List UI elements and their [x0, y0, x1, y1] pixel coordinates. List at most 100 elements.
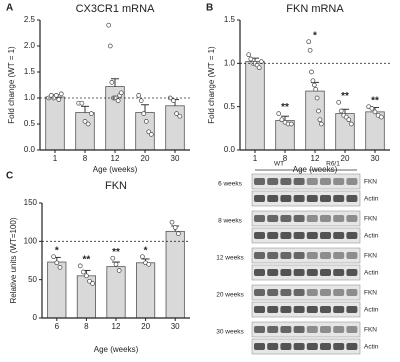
blot-band [320, 178, 331, 185]
data-point [369, 106, 375, 111]
significance: ** [341, 91, 349, 102]
data-point [53, 93, 59, 98]
bar [75, 112, 95, 151]
data-point [171, 98, 176, 103]
blot-band [280, 326, 292, 333]
data-point [148, 132, 154, 137]
data-point [288, 121, 294, 127]
blot-band [320, 306, 331, 313]
blot-band [306, 252, 318, 259]
data-point [317, 117, 323, 123]
blot-band [254, 232, 265, 239]
blot-band [254, 306, 265, 313]
data-point [56, 97, 62, 102]
blot-strip [251, 247, 361, 264]
band-label: Actin [364, 344, 379, 351]
bar [335, 113, 355, 151]
x-tick-label: 12 [111, 154, 120, 163]
blot-band [320, 343, 331, 350]
band-label: Actin [364, 270, 379, 277]
data-point [169, 219, 175, 225]
x-tick-label: 30 [171, 322, 180, 331]
data-point [248, 56, 254, 62]
blot-band [306, 326, 318, 333]
x-tick-label: 8 [83, 154, 88, 163]
band-label: Actin [364, 307, 379, 314]
row-label: 30 weeks [216, 329, 244, 336]
blot-band [254, 178, 265, 185]
blot-band [346, 215, 358, 222]
data-point [346, 117, 352, 123]
x-tick-label: 30 [171, 154, 180, 163]
blot-band [346, 343, 358, 350]
data-point [84, 273, 89, 279]
data-point [316, 108, 321, 114]
data-point [118, 90, 124, 96]
row-label: 12 weeks [216, 255, 244, 262]
blot-band [320, 232, 331, 239]
blot-strip [251, 321, 361, 338]
y-tick-label: 0.0 [24, 145, 36, 154]
y-tick-label: 1.0 [24, 93, 36, 102]
data-point [313, 86, 319, 92]
blot-band [280, 252, 292, 259]
x-tick-label: 1 [53, 154, 58, 163]
x-tick-label: 20 [141, 322, 150, 331]
y-tick-label: 1.5 [24, 67, 36, 76]
blot-band [280, 232, 292, 239]
y-tick-label: 100 [24, 236, 38, 245]
data-point [110, 255, 116, 261]
band-label: Actin [364, 196, 379, 203]
blot-band [280, 343, 292, 350]
blot-strip [251, 264, 361, 281]
data-point [77, 263, 83, 269]
data-point [109, 80, 115, 85]
blot-band [280, 178, 292, 185]
blot-band [280, 215, 292, 222]
data-point [115, 98, 121, 103]
bar [47, 261, 67, 319]
chart-title: FKN [105, 180, 127, 192]
row-label: 6 weeks [218, 181, 243, 188]
blot-band [306, 269, 318, 276]
y-tick-label: 150 [24, 198, 38, 207]
blot-strip [251, 338, 361, 355]
blot-band [346, 326, 358, 333]
blot-band [293, 232, 305, 239]
blot-band [280, 195, 292, 202]
y-tick-label: 0.0 [224, 145, 236, 154]
data-point [311, 82, 317, 88]
band-label: FKN [364, 179, 377, 186]
data-point [79, 100, 85, 106]
blot-band [293, 195, 305, 202]
data-point [87, 278, 92, 284]
blot-strip [251, 210, 361, 227]
x-tick-label: 8 [283, 154, 288, 163]
blot-band [293, 326, 305, 333]
blot-band [267, 195, 279, 202]
bar [165, 230, 185, 319]
data-point [90, 281, 95, 286]
blot-band [306, 232, 318, 239]
data-point [140, 254, 145, 260]
y-axis-label: Fold change (WT = 1) [7, 46, 16, 124]
blot-band [293, 215, 305, 222]
y-tick-label: 2.5 [24, 15, 36, 24]
y-tick-label: 0.5 [24, 119, 36, 128]
band-label: FKN [364, 327, 377, 334]
data-point [58, 91, 64, 97]
x-tick-label: 12 [112, 322, 121, 331]
data-point [318, 121, 324, 127]
panel-letter: A [6, 3, 13, 14]
blot-band [333, 289, 345, 296]
blot-band [254, 343, 265, 350]
x-tick-label: 6 [55, 322, 60, 331]
blot-band [306, 195, 318, 202]
significance: ** [281, 102, 289, 113]
data-point [146, 261, 152, 267]
y-tick-label: 50 [28, 275, 37, 284]
blot-band [346, 178, 358, 185]
blot-band [333, 215, 345, 222]
data-point [307, 47, 313, 53]
